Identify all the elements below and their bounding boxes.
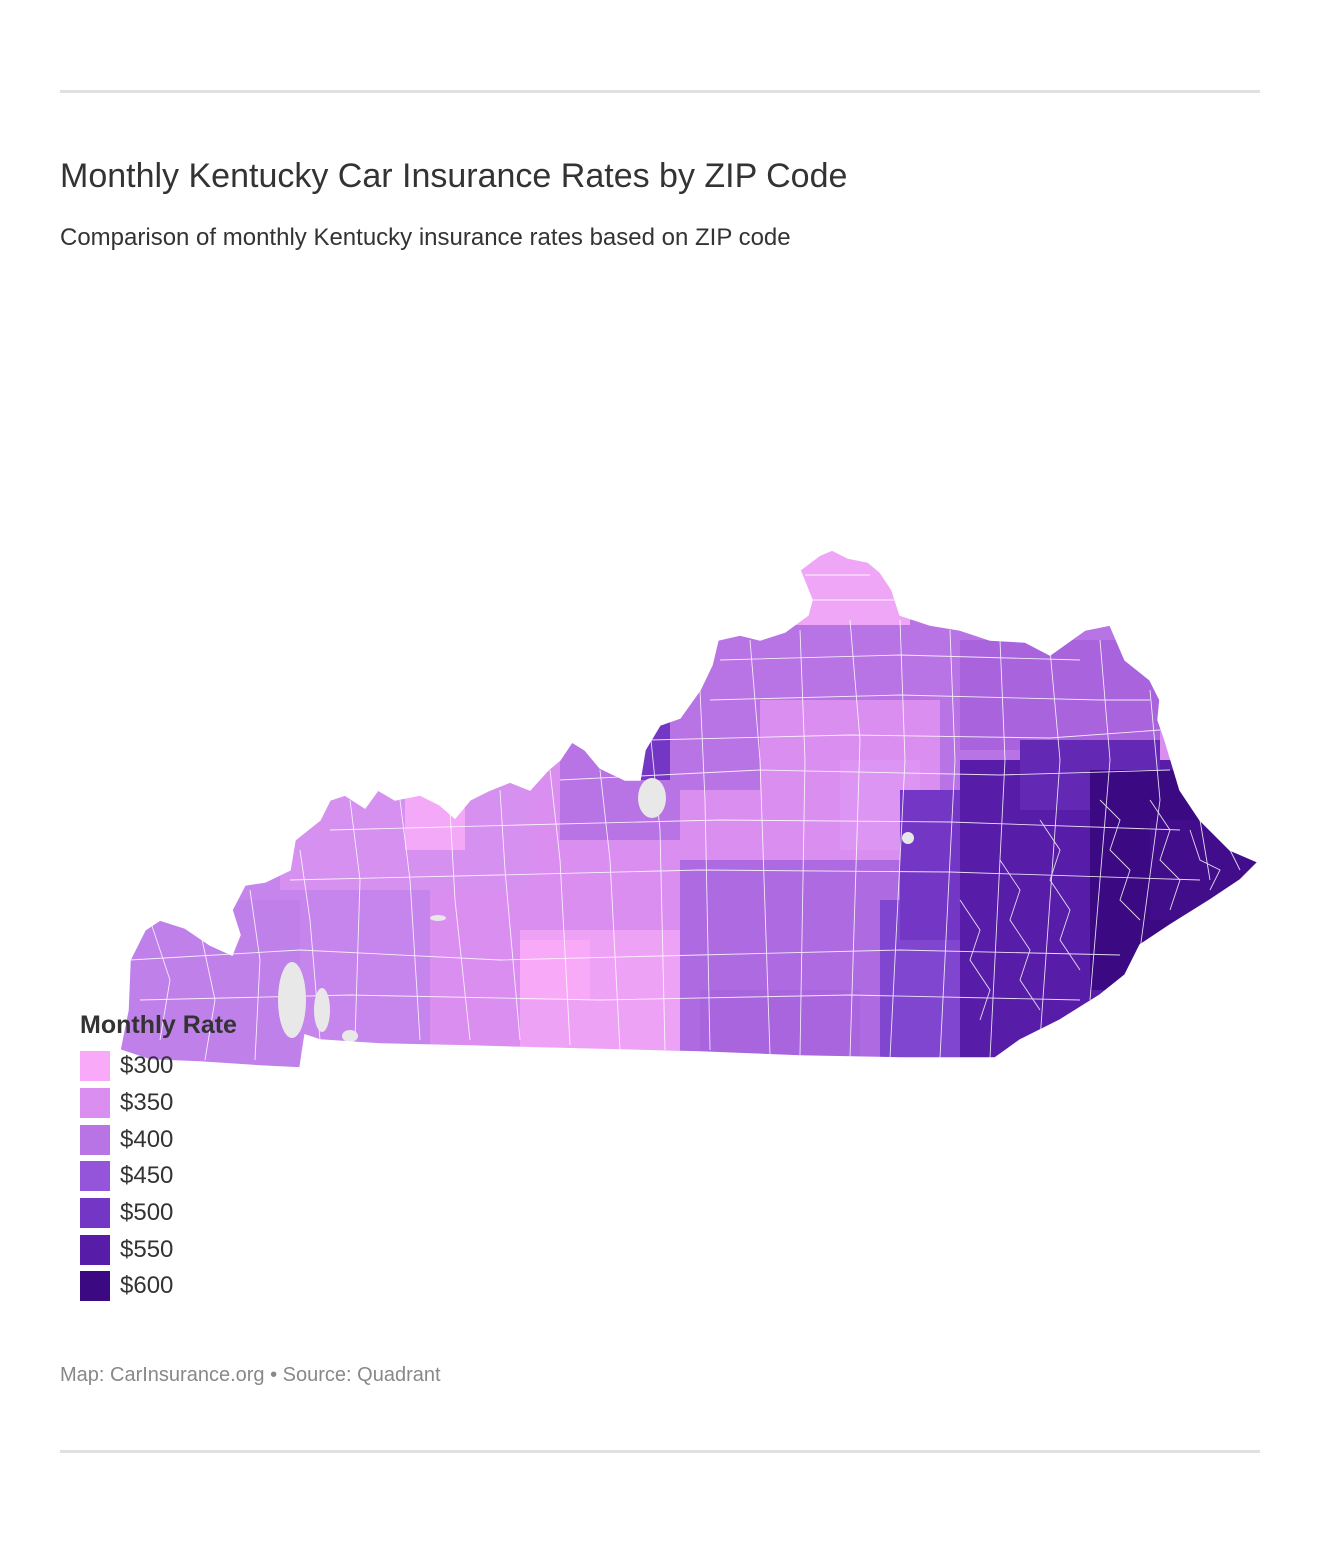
legend-item: $500 (80, 1195, 340, 1232)
legend-label: $300 (120, 1052, 174, 1080)
map-region-northeast (960, 640, 1160, 750)
legend-item: $300 (80, 1048, 340, 1085)
source-credit: Map: CarInsurance.org • Source: Quadrant (60, 1364, 441, 1386)
top-divider (60, 90, 1260, 93)
legend-item: $450 (80, 1158, 340, 1195)
legend-label: $350 (120, 1089, 174, 1117)
legend-label: $550 (120, 1235, 174, 1263)
water-central (902, 832, 914, 844)
legend-label: $450 (120, 1162, 174, 1190)
legend-swatch (80, 1124, 110, 1155)
kentucky-lake (278, 962, 306, 1038)
legend-swatch (80, 1198, 110, 1229)
water-bodies (278, 778, 914, 1042)
kentucky-choropleth-map (119, 549, 1259, 1069)
map-region-owensboro (405, 790, 465, 850)
legend-title: Monthly Rate (80, 1011, 237, 1039)
legend-item: $600 (80, 1268, 340, 1305)
legend-swatch (80, 1271, 110, 1302)
legend-label: $500 (120, 1199, 174, 1227)
legend-swatch (80, 1088, 110, 1119)
legend-swatch (80, 1051, 110, 1082)
bottom-divider (60, 1450, 1260, 1453)
water-west-central (430, 915, 446, 921)
lake-barkley (314, 988, 330, 1032)
legend-swatch (80, 1234, 110, 1265)
map-legend: Monthly Rate $300 $350 $400 $450 $500 $5… (80, 1008, 340, 1305)
map-region-lake-cumberland (700, 990, 860, 1060)
chart-subtitle: Comparison of monthly Kentucky insurance… (60, 224, 791, 251)
map-region-northern-tip (795, 550, 910, 625)
map-region-far-east (1150, 820, 1258, 920)
map-regions (120, 550, 1258, 1068)
legend-item: $400 (80, 1121, 340, 1158)
fort-knox-area (638, 778, 666, 818)
legend-label: $400 (120, 1125, 174, 1153)
chart-title: Monthly Kentucky Car Insurance Rates by … (60, 157, 848, 195)
map-region-bowling-green (520, 940, 590, 1000)
water-sw (342, 1030, 358, 1042)
legend-swatch (80, 1161, 110, 1192)
legend-item: $350 (80, 1085, 340, 1122)
zip-boundaries (129, 574, 1241, 1061)
legend-label: $600 (120, 1272, 174, 1300)
legend-item: $550 (80, 1231, 340, 1268)
